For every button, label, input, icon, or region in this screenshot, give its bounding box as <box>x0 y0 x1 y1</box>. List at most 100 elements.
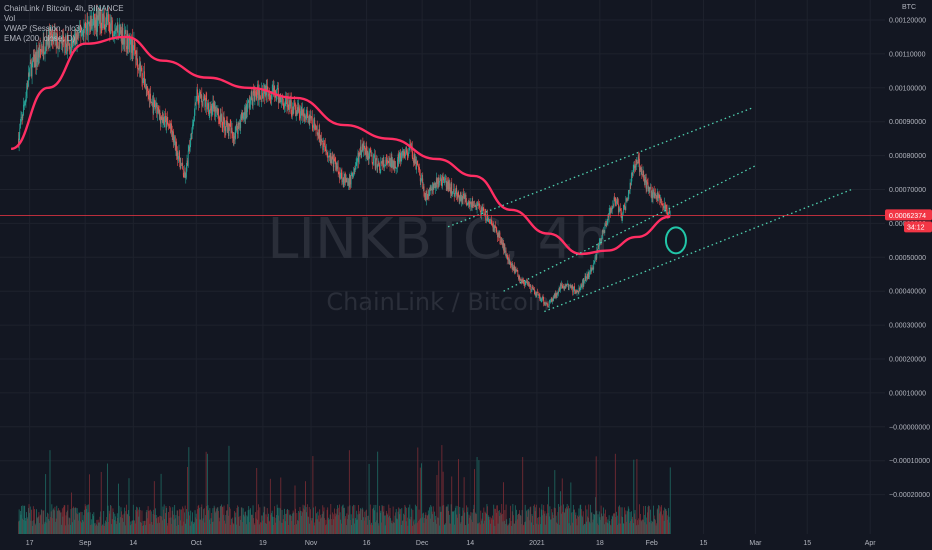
legend-symbol[interactable]: ChainLink / Bitcoin, 4h, BINANCE <box>4 4 124 13</box>
candle-body <box>605 223 607 227</box>
legend-ema[interactable]: EMA (200, close, D) <box>4 34 76 43</box>
volume-bar <box>87 504 89 534</box>
volume-bar <box>383 505 385 534</box>
volume-bar <box>345 525 347 534</box>
candle-body <box>393 160 395 169</box>
candle-body <box>294 104 296 107</box>
volume-bar <box>90 524 92 534</box>
candle-body <box>260 98 262 100</box>
candle-body <box>82 31 84 37</box>
candle-body <box>544 302 546 305</box>
candle-body <box>354 168 356 170</box>
candle-body <box>308 121 310 122</box>
candle-body <box>366 145 367 157</box>
candle-body <box>140 67 142 72</box>
volume-bar <box>475 513 477 534</box>
candle-body <box>448 183 450 191</box>
legend-volume[interactable]: Vol <box>4 14 16 23</box>
volume-bar <box>392 506 394 534</box>
candle-body <box>597 245 599 251</box>
candle-body <box>484 213 486 215</box>
volume-bar <box>150 511 152 534</box>
candle-body <box>440 177 442 183</box>
volume-bar <box>309 523 311 534</box>
volume-bar <box>245 524 247 534</box>
candle-body <box>510 264 512 266</box>
candle-body <box>557 292 559 294</box>
volume-bar <box>341 506 343 534</box>
candle-body <box>179 151 180 162</box>
volume-bar <box>194 522 195 534</box>
volume-bar <box>52 518 53 534</box>
volume-bar <box>326 524 327 534</box>
volume-bar <box>274 522 276 534</box>
currency-label[interactable]: BTC <box>902 4 916 11</box>
volume-bar <box>358 513 360 534</box>
candle-body <box>476 204 478 210</box>
volume-bar <box>477 523 479 534</box>
candle-body <box>361 144 363 151</box>
volume-bar <box>561 513 563 534</box>
volume-bar <box>223 514 224 534</box>
time-axis[interactable]: 17 Sep 14 Oct 19 Nov 16 Dec 14 2021 18 Feb 15 Mar 15 Ap… <box>26 540 877 547</box>
volume-bar <box>511 525 513 534</box>
candle-body <box>148 93 150 95</box>
candle-body <box>643 178 645 181</box>
candle-body <box>260 96 261 99</box>
volume-bar <box>386 513 388 534</box>
volume-bar <box>382 506 384 534</box>
legend-vwap[interactable]: VWAP (Session, hlc3) <box>4 24 83 33</box>
candle-body <box>150 93 151 103</box>
candle-body <box>369 150 371 152</box>
volume-bar <box>216 507 218 534</box>
candle-body <box>39 44 41 51</box>
volume-bar <box>86 508 87 534</box>
price-axis-panel[interactable] <box>885 0 932 550</box>
volume-bar <box>218 511 219 534</box>
volume-bar <box>34 523 36 534</box>
volume-bar <box>519 514 521 534</box>
volume-bar <box>600 505 602 534</box>
candle-body <box>170 123 172 129</box>
candle-body <box>335 162 337 171</box>
candle-body <box>622 212 624 217</box>
candle-body <box>97 15 98 32</box>
candle-body <box>386 160 388 164</box>
volume-bar <box>416 522 418 534</box>
volume-bar <box>432 506 434 534</box>
candle-body <box>133 40 135 50</box>
volume-bar <box>34 509 35 534</box>
volume-bar <box>66 510 68 534</box>
candle-body <box>284 100 286 105</box>
candle-body <box>92 25 93 27</box>
candle-body <box>377 163 379 165</box>
time-axis-panel[interactable] <box>0 534 885 550</box>
volume-bar <box>582 517 583 534</box>
volume-bar <box>432 514 434 534</box>
volume-bar <box>288 510 290 534</box>
candle-body <box>243 112 245 115</box>
candle-body <box>379 164 380 171</box>
candle-body <box>537 292 538 293</box>
candle-body <box>295 112 297 117</box>
channel-lines[interactable] <box>447 107 852 313</box>
candle-body <box>231 127 232 133</box>
volume-bar <box>544 511 546 534</box>
candle-body <box>297 107 299 112</box>
candle-body <box>505 250 506 252</box>
candle-body <box>240 116 242 129</box>
candle-body <box>211 106 213 114</box>
candle-body <box>44 52 45 54</box>
volume-bar <box>488 516 490 534</box>
volume-bar <box>473 504 475 534</box>
candle-body <box>187 150 189 166</box>
price-axis[interactable]: 0.001200000.001100000.001000000.00090000… <box>889 18 930 500</box>
annotation-circle[interactable] <box>664 226 687 255</box>
volume-bar <box>98 522 100 534</box>
volume-bar <box>453 524 455 534</box>
candle-body <box>640 167 642 170</box>
candle-body <box>139 63 140 69</box>
candle-body <box>470 201 472 203</box>
candle-body <box>454 194 456 197</box>
